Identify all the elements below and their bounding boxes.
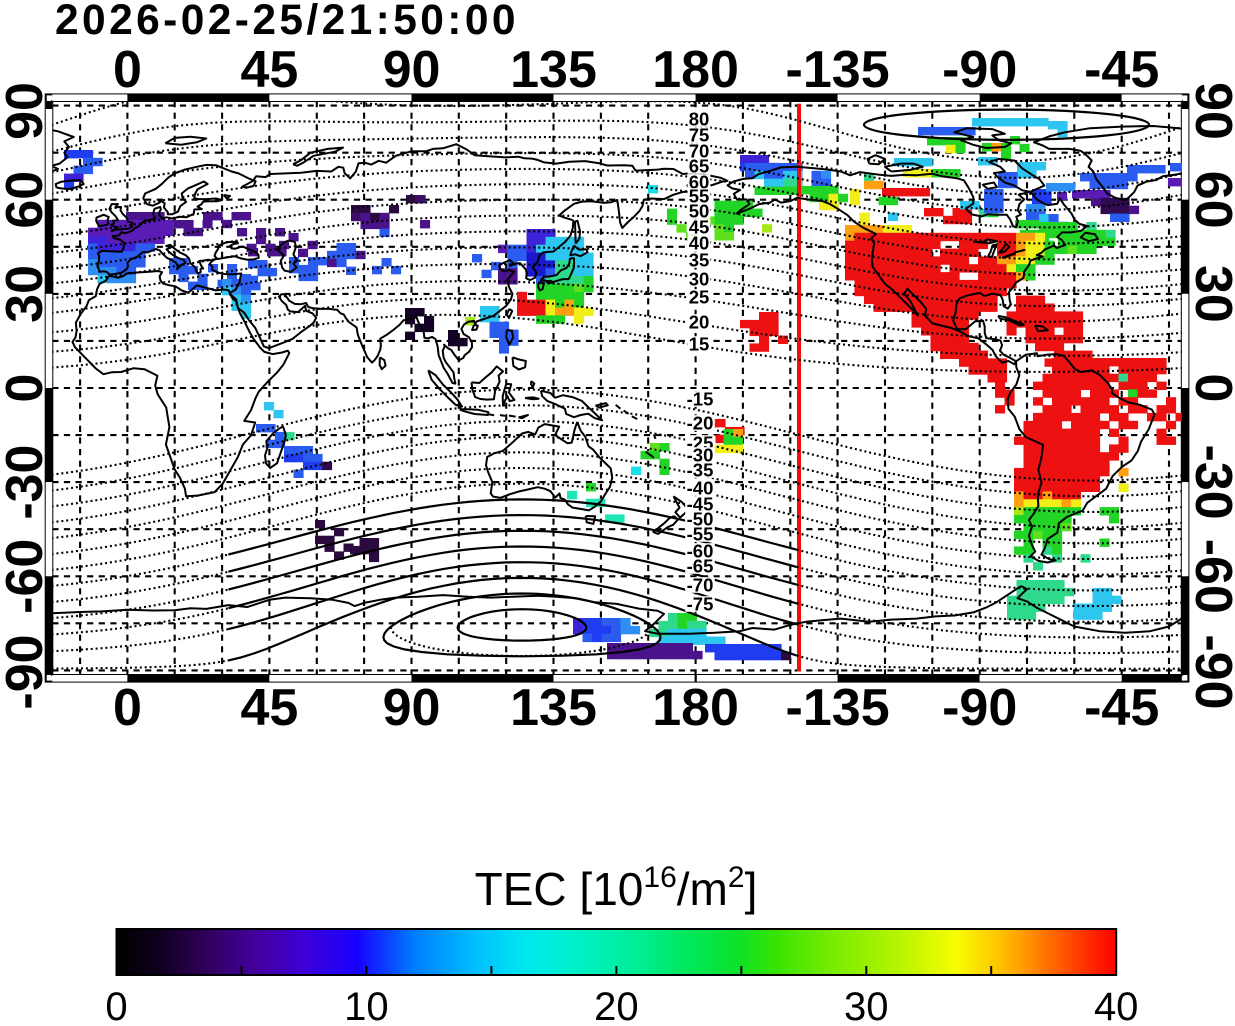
svg-text:2026-02-25/21:50:00: 2026-02-25/21:50:00	[55, 0, 519, 44]
svg-text:-90: -90	[942, 679, 1017, 737]
svg-text:90: 90	[1184, 82, 1235, 140]
svg-text:20: 20	[689, 312, 710, 333]
svg-text:-70: -70	[687, 575, 714, 596]
svg-text:80: 80	[689, 109, 710, 130]
svg-text:-65: -65	[687, 556, 714, 577]
svg-text:-35: -35	[687, 460, 714, 481]
svg-text:30: 30	[844, 985, 889, 1021]
svg-text:30: 30	[689, 269, 710, 290]
svg-text:60: 60	[689, 172, 710, 193]
svg-text:-55: -55	[687, 524, 714, 545]
svg-text:-15: -15	[687, 389, 714, 410]
svg-text:135: 135	[510, 679, 597, 737]
svg-text:25: 25	[689, 287, 710, 308]
svg-text:15: 15	[689, 334, 710, 355]
svg-text:135: 135	[510, 41, 597, 99]
svg-text:180: 180	[652, 41, 739, 99]
svg-text:90: 90	[383, 679, 441, 737]
svg-text:-60: -60	[1184, 539, 1235, 614]
svg-text:-20: -20	[687, 413, 714, 434]
svg-text:-50: -50	[687, 509, 714, 530]
svg-text:50: 50	[689, 201, 710, 222]
svg-text:40: 40	[1094, 985, 1139, 1021]
svg-text:30: 30	[1184, 265, 1235, 323]
svg-text:-45: -45	[1084, 679, 1159, 737]
svg-text:-90: -90	[1184, 634, 1235, 709]
svg-text:-30: -30	[1184, 445, 1235, 520]
svg-text:TEC [1016/m2]: TEC [1016/m2]	[475, 861, 758, 915]
svg-text:10: 10	[344, 985, 389, 1021]
svg-text:-75: -75	[687, 594, 714, 615]
svg-text:0: 0	[113, 679, 142, 737]
svg-text:-135: -135	[786, 679, 890, 737]
svg-text:60: 60	[1184, 171, 1235, 229]
svg-text:40: 40	[689, 233, 710, 254]
svg-text:0: 0	[113, 41, 142, 99]
svg-text:90: 90	[383, 41, 441, 99]
svg-text:70: 70	[689, 141, 710, 162]
svg-text:-45: -45	[687, 494, 714, 515]
svg-text:-45: -45	[1084, 41, 1159, 99]
svg-text:75: 75	[689, 125, 710, 146]
svg-text:180: 180	[652, 679, 739, 737]
svg-text:45: 45	[240, 41, 298, 99]
svg-text:-40: -40	[687, 478, 714, 499]
svg-text:55: 55	[689, 186, 710, 207]
svg-text:45: 45	[689, 217, 710, 238]
svg-text:35: 35	[689, 250, 710, 271]
svg-text:65: 65	[689, 156, 710, 177]
svg-text:45: 45	[240, 679, 298, 737]
svg-text:20: 20	[594, 985, 639, 1021]
svg-text:0: 0	[1184, 374, 1235, 403]
svg-text:-90: -90	[942, 41, 1017, 99]
svg-text:-135: -135	[786, 41, 890, 99]
svg-text:-30: -30	[687, 445, 714, 466]
svg-text:0: 0	[105, 985, 127, 1021]
svg-text:-60: -60	[687, 541, 714, 562]
